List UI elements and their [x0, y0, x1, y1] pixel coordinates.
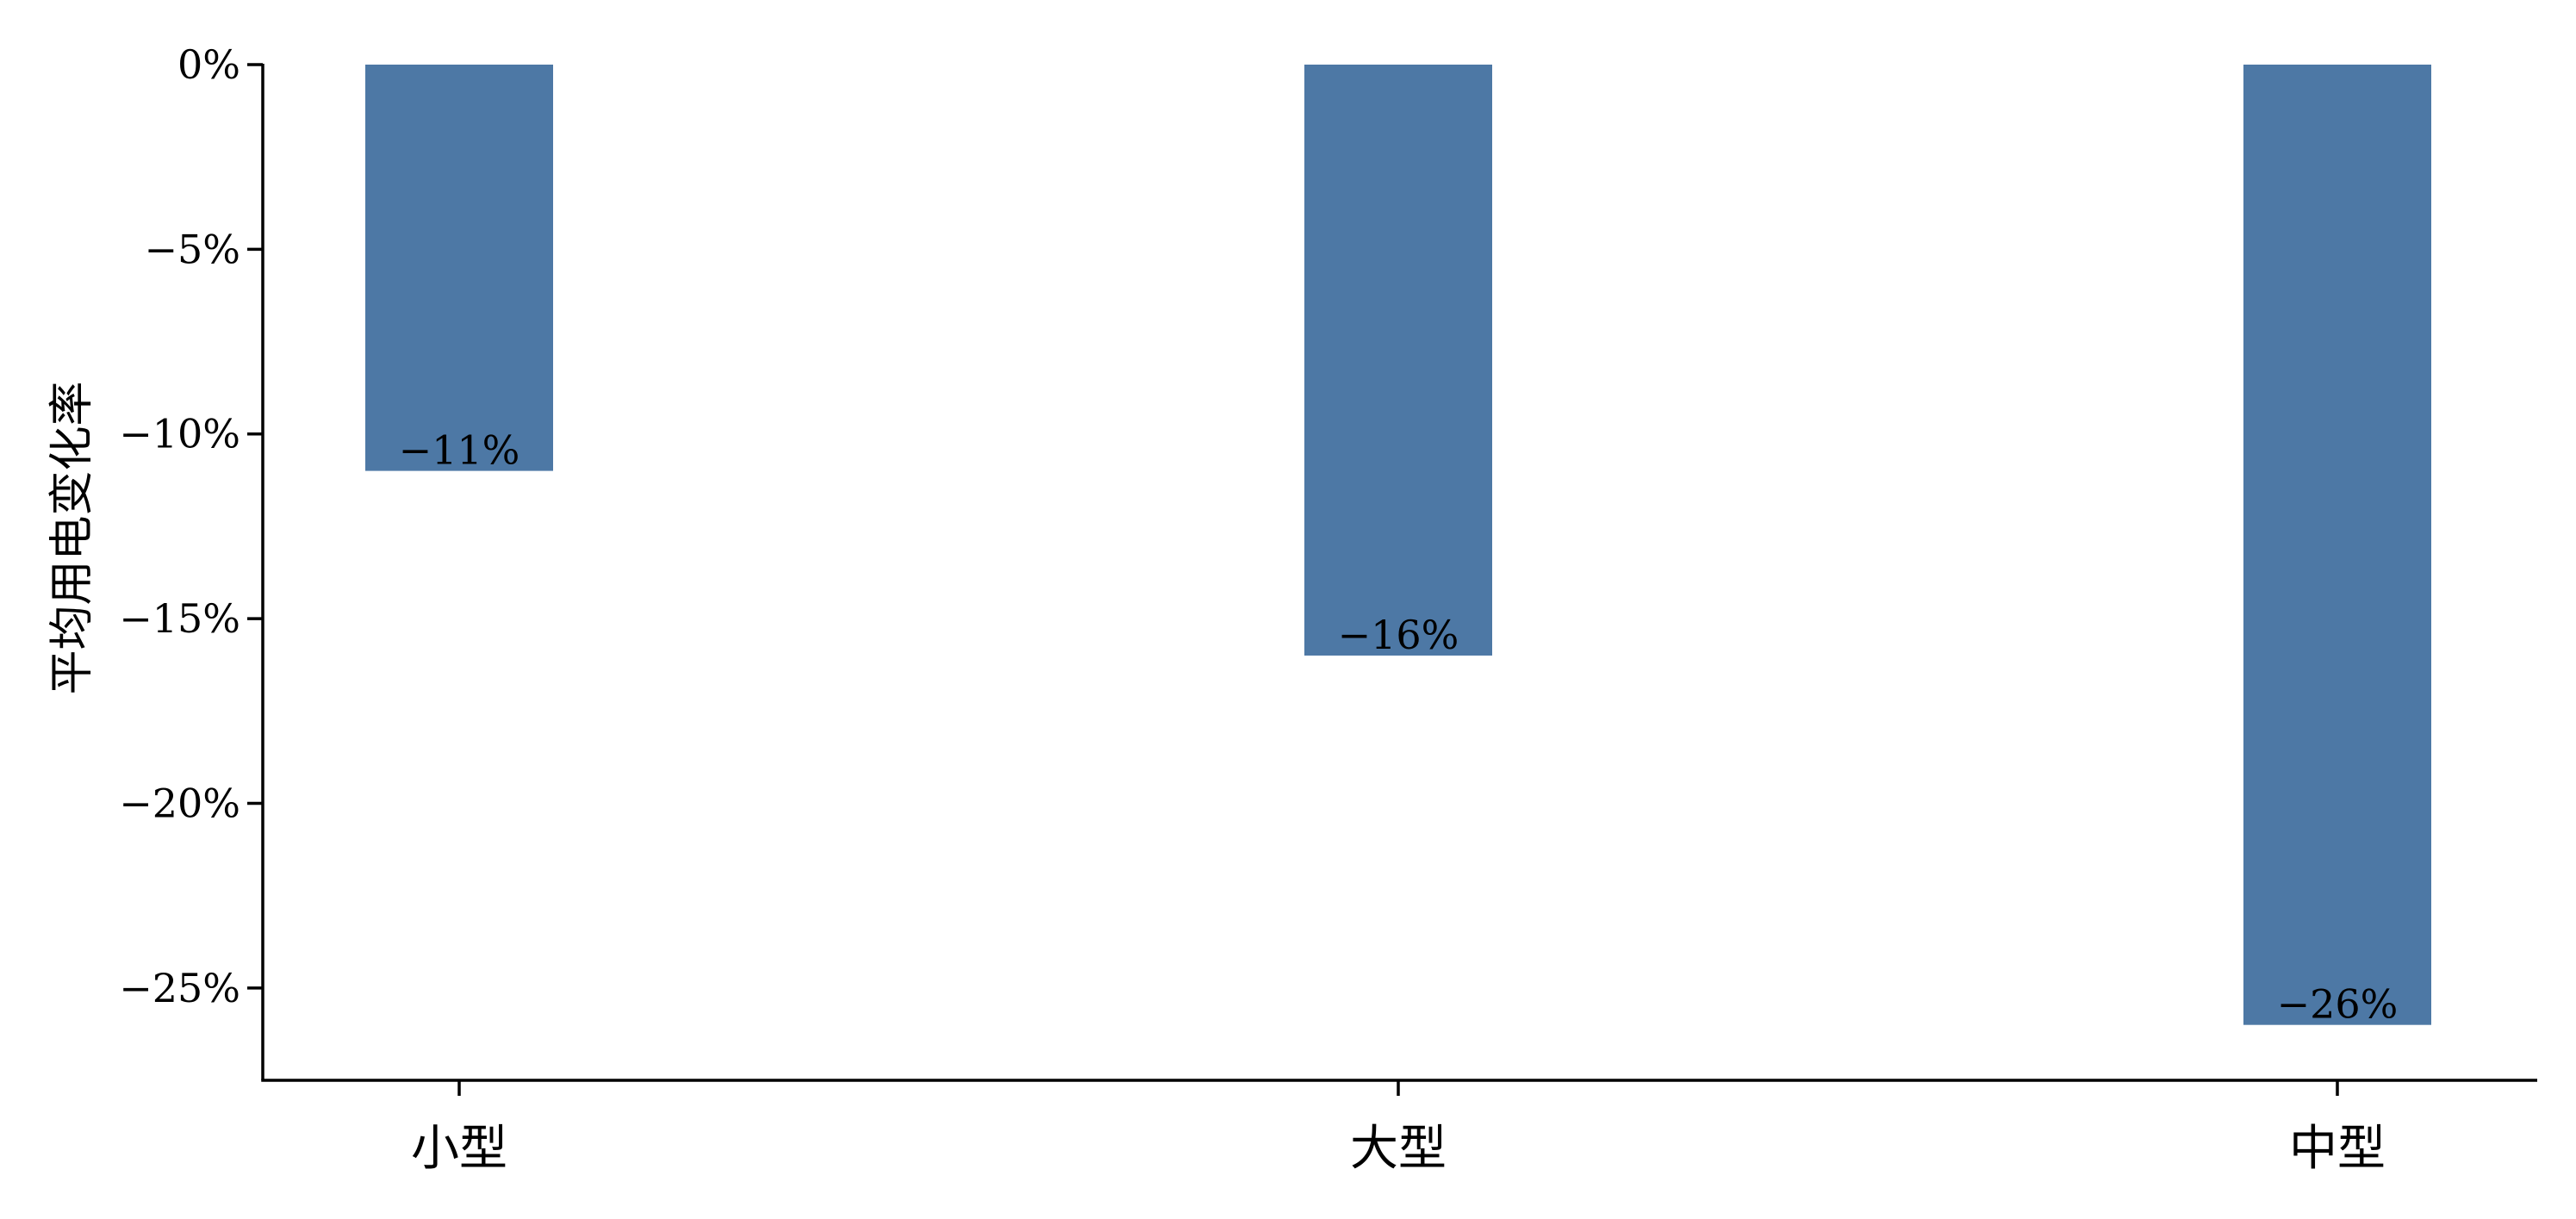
data-label-2: −16% [1338, 612, 1459, 658]
y-tick-label: −15% [119, 595, 240, 642]
y-tick-label: −10% [119, 411, 240, 457]
bar-2 [1304, 65, 1492, 656]
y-tick-label: −20% [119, 780, 240, 826]
data-label-1: −11% [399, 427, 520, 474]
y-axis-title: 平均用电变化率 [47, 381, 98, 694]
bar-3 [2243, 65, 2431, 1025]
y-tick-label: −25% [119, 965, 240, 1011]
data-label-3: −26% [2277, 981, 2399, 1028]
x-category-label: 大型 [1350, 1121, 1447, 1177]
data-labels-layer: −11% −16% −26% [399, 427, 2399, 1028]
x-category-label: 中型 [2289, 1121, 2386, 1177]
y-ticks-layer: 0% −5% −10% −15% −20% −25% [119, 41, 263, 1011]
bars-layer [365, 65, 2431, 1025]
x-ticks-layer: 小型 大型 中型 [411, 1080, 2386, 1177]
y-tick-label: 0% [177, 41, 240, 88]
bar-1 [365, 65, 553, 471]
y-tick-label: −5% [144, 226, 240, 272]
x-category-label: 小型 [411, 1121, 507, 1177]
